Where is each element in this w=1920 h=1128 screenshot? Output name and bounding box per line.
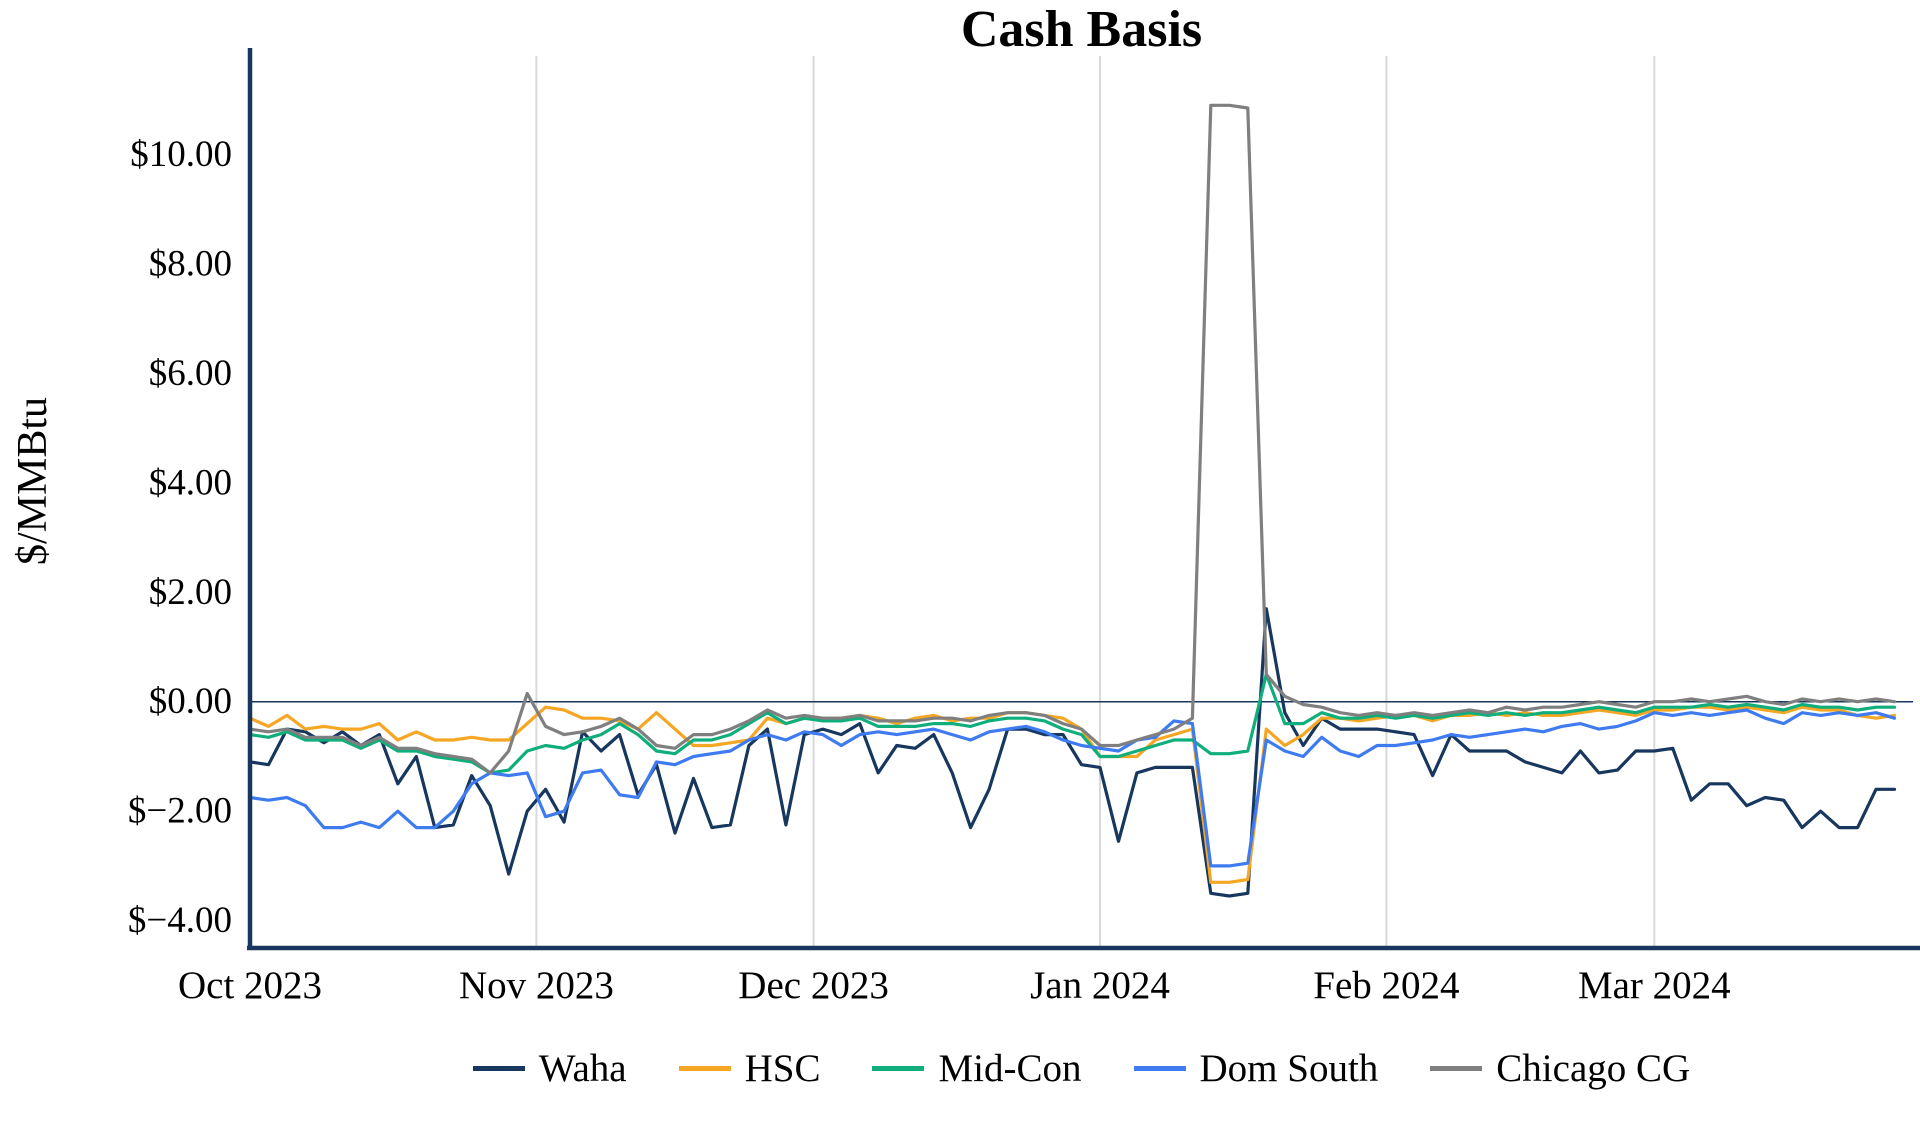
y-tick-label: $0.00	[149, 681, 232, 722]
legend-label-chicago-cg: Chicago CG	[1496, 1047, 1691, 1090]
x-tick-label: Nov 2023	[459, 964, 614, 1007]
plot-area: $10.00 $8.00 $6.00 $4.00 $2.00 $0.00 $−2.00 $−4…	[128, 48, 1920, 1007]
legend-label-hsc: HSC	[744, 1047, 821, 1090]
x-tick-label: Jan 2024	[1030, 964, 1170, 1007]
y-tick-label: $2.00	[149, 572, 232, 613]
series-line-dom-south	[248, 708, 1897, 868]
y-tick-label: $4.00	[149, 462, 232, 503]
y-tick-label: $−2.00	[128, 791, 232, 832]
legend-swatch-chicago-cg	[1430, 1066, 1483, 1071]
legend-swatch-mid-con	[872, 1066, 925, 1071]
x-tick-label: Feb 2024	[1313, 964, 1459, 1007]
y-tick-label: $−4.00	[128, 900, 232, 941]
legend-swatch-hsc	[678, 1066, 731, 1071]
legend: Waha HSC Mid-Con Dom South Chicago CG	[250, 1046, 1913, 1091]
legend-label-dom-south: Dom South	[1199, 1047, 1379, 1090]
legend-label-mid-con: Mid-Con	[938, 1047, 1082, 1090]
series-line-hsc	[248, 705, 1897, 884]
series-line-mid-con	[248, 672, 1897, 775]
y-tick-label: $8.00	[149, 243, 232, 284]
legend-item-chicago-cg: Chicago CG	[1430, 1046, 1690, 1091]
x-tick-label: Dec 2023	[738, 964, 889, 1007]
series-line-waha	[248, 607, 1897, 898]
legend-label-waha: Waha	[538, 1047, 627, 1090]
series-line-chicago-cg	[248, 103, 1897, 775]
chart-title: Cash Basis	[960, 1, 1203, 58]
legend-item-hsc: HSC	[678, 1046, 821, 1091]
legend-item-dom-south: Dom South	[1133, 1046, 1379, 1091]
y-tick-label: $6.00	[149, 353, 232, 394]
y-tick-label: $10.00	[130, 134, 232, 175]
legend-item-waha: Waha	[472, 1046, 627, 1091]
x-tick-label: Oct 2023	[178, 964, 322, 1007]
x-tick-label: Mar 2024	[1578, 964, 1731, 1007]
legend-swatch-waha	[472, 1066, 525, 1071]
legend-item-mid-con: Mid-Con	[872, 1046, 1082, 1091]
legend-swatch-dom-south	[1133, 1066, 1186, 1071]
